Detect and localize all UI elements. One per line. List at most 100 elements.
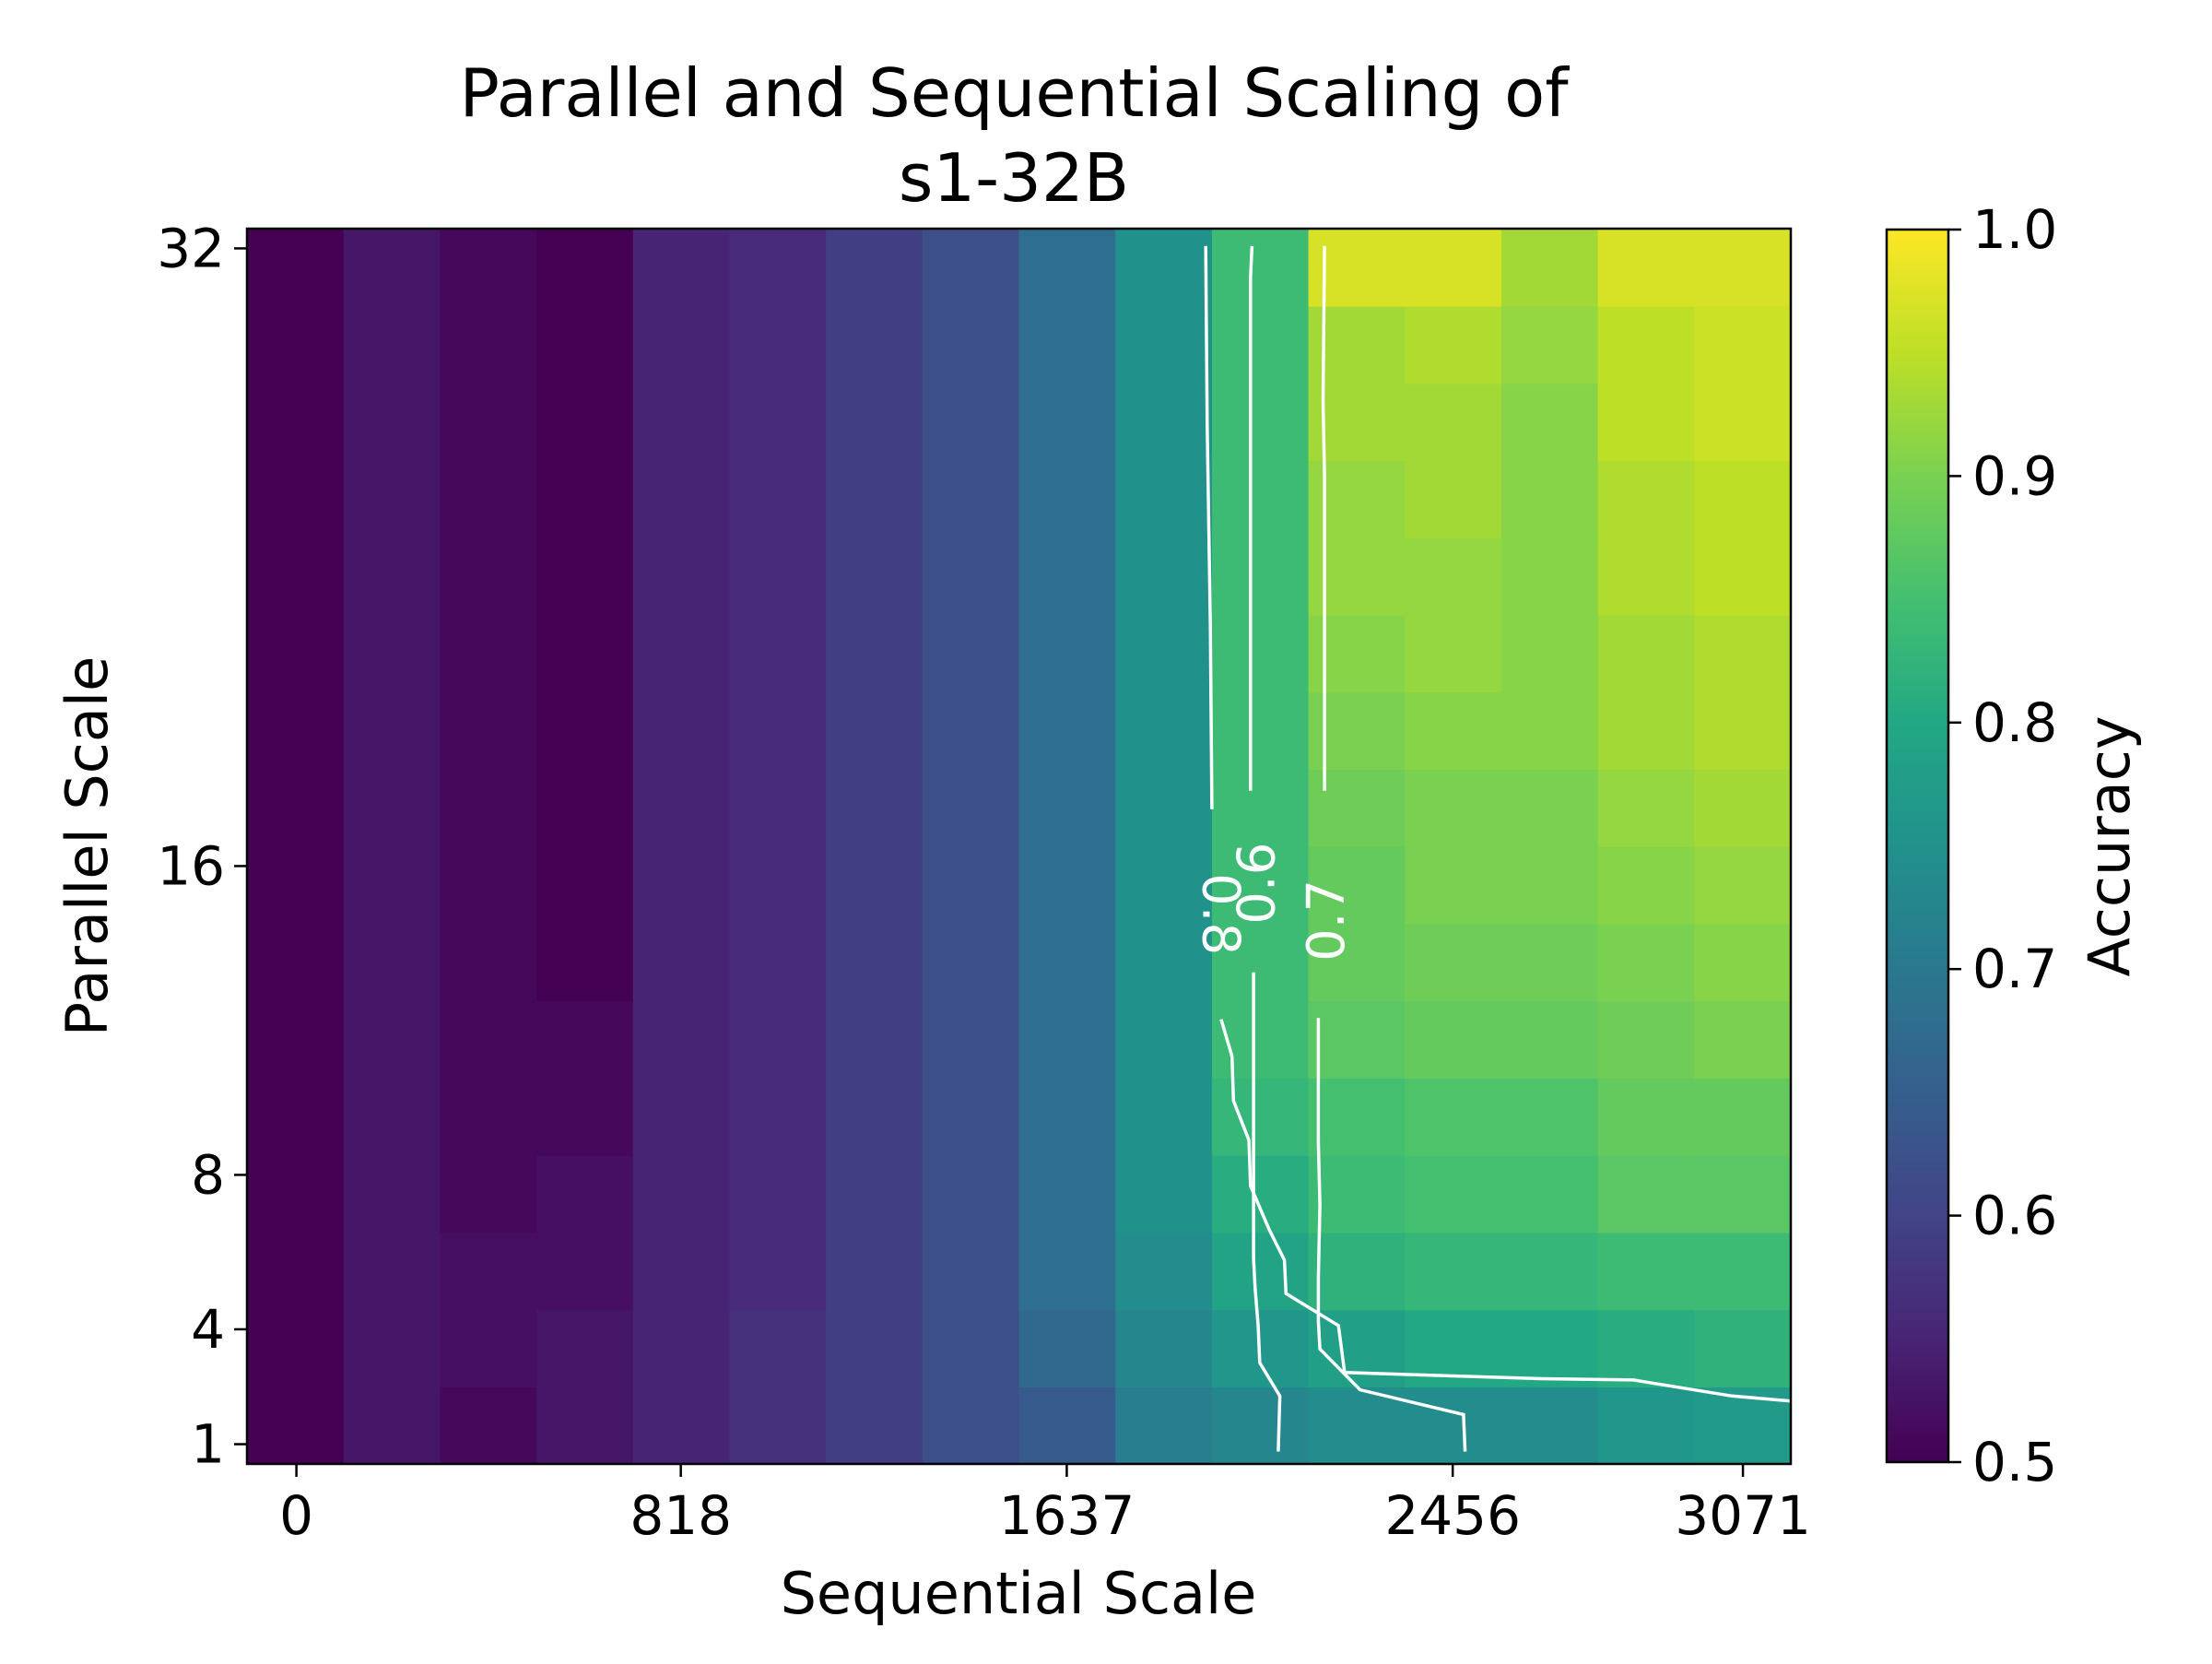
- heatmap-cell: [440, 383, 537, 462]
- heatmap-cell: [247, 305, 345, 384]
- heatmap-cell: [826, 1000, 924, 1080]
- heatmap-cell: [1500, 923, 1599, 1002]
- heatmap-cell: [826, 614, 924, 693]
- heatmap-cell: [1115, 846, 1213, 925]
- heatmap-cell: [1115, 305, 1213, 384]
- heatmap-cell: [536, 1000, 634, 1080]
- heatmap-cell: [922, 1387, 1020, 1465]
- heatmap-cell: [536, 1155, 634, 1233]
- heatmap-cell: [1694, 383, 1792, 462]
- heatmap-cell: [1694, 537, 1792, 616]
- heatmap-cell: [1500, 1000, 1599, 1080]
- heatmap-cell: [632, 1078, 731, 1156]
- heatmap-cell: [536, 1309, 634, 1388]
- contour-line: [1252, 972, 1282, 1452]
- colorbar-ticks: 0.5 0.6 0.7 0.8 0.9 1.0: [1948, 198, 2057, 1493]
- contour-label: 0.6: [1228, 843, 1288, 925]
- heatmap-cell: [1115, 460, 1213, 538]
- heatmap-cell: [729, 1387, 827, 1465]
- heatmap-cell: [1018, 614, 1116, 693]
- heatmap-cells: [247, 229, 1792, 1465]
- heatmap-cell: [632, 846, 731, 925]
- heatmap-cell: [1211, 305, 1310, 384]
- heatmap-cell: [1694, 229, 1792, 307]
- heatmap-cell: [1018, 923, 1116, 1002]
- heatmap-cell: [343, 305, 441, 384]
- heatmap-cell: [1597, 691, 1696, 771]
- heatmap-cell: [1500, 691, 1599, 771]
- heatmap-cell: [1597, 1387, 1696, 1465]
- heatmap-cell: [729, 305, 827, 384]
- heatmap-cell: [1308, 1155, 1406, 1233]
- heatmap-cell: [1211, 846, 1310, 925]
- heatmap-cell: [1500, 1232, 1599, 1311]
- heatmap-cell: [1405, 537, 1502, 616]
- heatmap-cell: [1405, 1387, 1502, 1465]
- heatmap-cell: [729, 846, 827, 925]
- heatmap-cell: [536, 305, 634, 384]
- heatmap-cell: [247, 1078, 345, 1156]
- heatmap-cell: [922, 923, 1020, 1002]
- heatmap-cell: [1405, 229, 1502, 307]
- heatmap-cell: [1115, 1309, 1213, 1388]
- heatmap-cell: [922, 769, 1020, 847]
- heatmap-cell: [247, 846, 345, 925]
- heatmap-cell: [536, 460, 634, 538]
- heatmap-cell: [1500, 1387, 1599, 1465]
- heatmap-cell: [440, 1078, 537, 1156]
- heatmap-cell: [1405, 383, 1502, 462]
- heatmap-cell: [729, 614, 827, 693]
- heatmap-cell: [1597, 1232, 1696, 1311]
- heatmap-cell: [247, 923, 345, 1002]
- heatmap-cell: [1018, 460, 1116, 538]
- heatmap-cell: [440, 769, 537, 847]
- heatmap-cell: [1405, 1000, 1502, 1080]
- contour-line: [1219, 1019, 1792, 1403]
- heatmap-cell: [440, 537, 537, 616]
- heatmap-cell: [632, 1232, 731, 1311]
- heatmap-cell: [729, 923, 827, 1002]
- heatmap-cell: [922, 460, 1020, 538]
- heatmap-cell: [1405, 691, 1502, 771]
- heatmap-cell: [536, 1232, 634, 1311]
- heatmap-cell: [343, 1232, 441, 1311]
- x-tick-label: 3071: [1675, 1484, 1811, 1547]
- heatmap-cell: [1597, 614, 1696, 693]
- x-axis-ticks: 0 818 1637 2456 3071: [279, 1464, 1811, 1547]
- heatmap-cell: [1405, 1232, 1502, 1311]
- heatmap-cell: [1018, 537, 1116, 616]
- heatmap-cell: [922, 229, 1020, 307]
- heatmap-cell: [1115, 1000, 1213, 1080]
- heatmap-cell: [1211, 537, 1310, 616]
- heatmap-cell: [729, 229, 827, 307]
- heatmap-cell: [632, 383, 731, 462]
- heatmap-cell: [729, 1000, 827, 1080]
- contour-lines: 0.6 0.7 0.8: [1190, 245, 1792, 1452]
- heatmap-cell: [632, 614, 731, 693]
- heatmap-cell: [922, 383, 1020, 462]
- heatmap-cell: [247, 383, 345, 462]
- heatmap-cell: [247, 769, 345, 847]
- heatmap-cell: [1500, 460, 1599, 538]
- x-tick-label: 818: [629, 1484, 732, 1547]
- colorbar-label: Accuracy: [2076, 715, 2143, 976]
- heatmap-cell: [343, 769, 441, 847]
- heatmap-cell: [1694, 460, 1792, 538]
- heatmap-cell: [826, 305, 924, 384]
- y-tick-label: 1: [191, 1413, 225, 1476]
- heatmap-cell: [632, 229, 731, 307]
- heatmap-cell: [343, 923, 441, 1002]
- heatmap-cell: [1694, 1078, 1792, 1156]
- heatmap-cell: [826, 691, 924, 771]
- heatmap-cell: [536, 691, 634, 771]
- heatmap-cell: [826, 383, 924, 462]
- heatmap-cell: [1115, 769, 1213, 847]
- heatmap-cell: [1211, 614, 1310, 693]
- heatmap-cell: [343, 1000, 441, 1080]
- heatmap-cell: [1597, 1000, 1696, 1080]
- heatmap-cell: [1308, 1000, 1406, 1080]
- heatmap-cell: [1597, 1155, 1696, 1233]
- heatmap-cell: [1018, 1387, 1116, 1465]
- heatmap-cell: [1018, 1232, 1116, 1311]
- heatmap-cell: [632, 305, 731, 384]
